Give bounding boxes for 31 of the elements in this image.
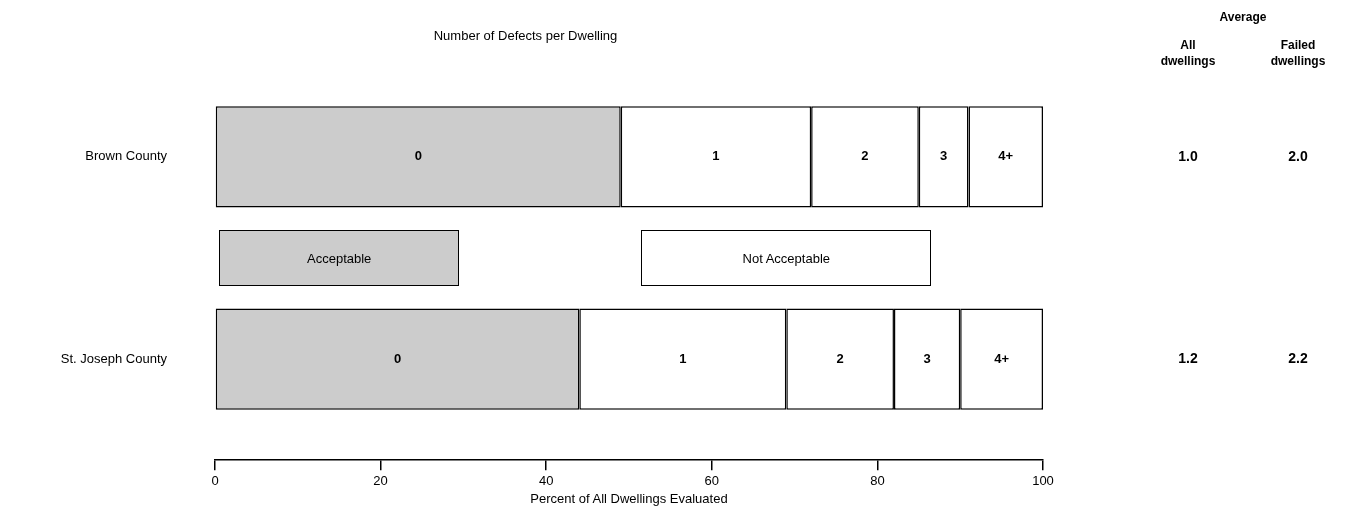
annotation: Acceptable (307, 250, 372, 266)
series-label: 1 (712, 148, 720, 164)
text: 2.0 (1288, 147, 1308, 164)
text: 1.2 (1178, 349, 1198, 366)
y-tick-label: Brown County (85, 148, 168, 164)
text: 0 (393, 350, 402, 366)
x-tick-label: 20 (373, 472, 388, 488)
series-label: 4+ (998, 148, 1014, 164)
plain-key-box: Not Acceptable (641, 230, 932, 286)
annotation: Not Acceptable (742, 250, 831, 266)
x-tick-label: 40 (538, 472, 554, 488)
text: 1.0 (1178, 147, 1198, 164)
text: 4+ (994, 350, 1010, 366)
text: 2.2 (1288, 349, 1308, 366)
x-tick-label: 100 (1032, 472, 1054, 488)
text: 2 (836, 350, 844, 366)
x-tick-label: 60 (704, 472, 720, 488)
x-tick-label: 80 (870, 472, 885, 488)
text: 1 (679, 350, 687, 366)
text: 3 (923, 350, 931, 366)
x-axis-title: Percent of All Dwellings Evaluated (530, 491, 728, 507)
y-tick-label: St. Joseph County (60, 350, 168, 366)
text: Failed dwellings (1270, 38, 1326, 69)
text: Average (1219, 10, 1267, 25)
series-label: 3 (940, 148, 948, 164)
series-label: 2 (861, 148, 869, 164)
text: All dwellings (1160, 38, 1216, 69)
x-tick-label: 0 (211, 472, 219, 488)
chart-title: Number of Defects per Dwelling (433, 27, 618, 43)
series-label: 0 (414, 148, 422, 164)
shaded-key-box: Acceptable (219, 230, 460, 286)
